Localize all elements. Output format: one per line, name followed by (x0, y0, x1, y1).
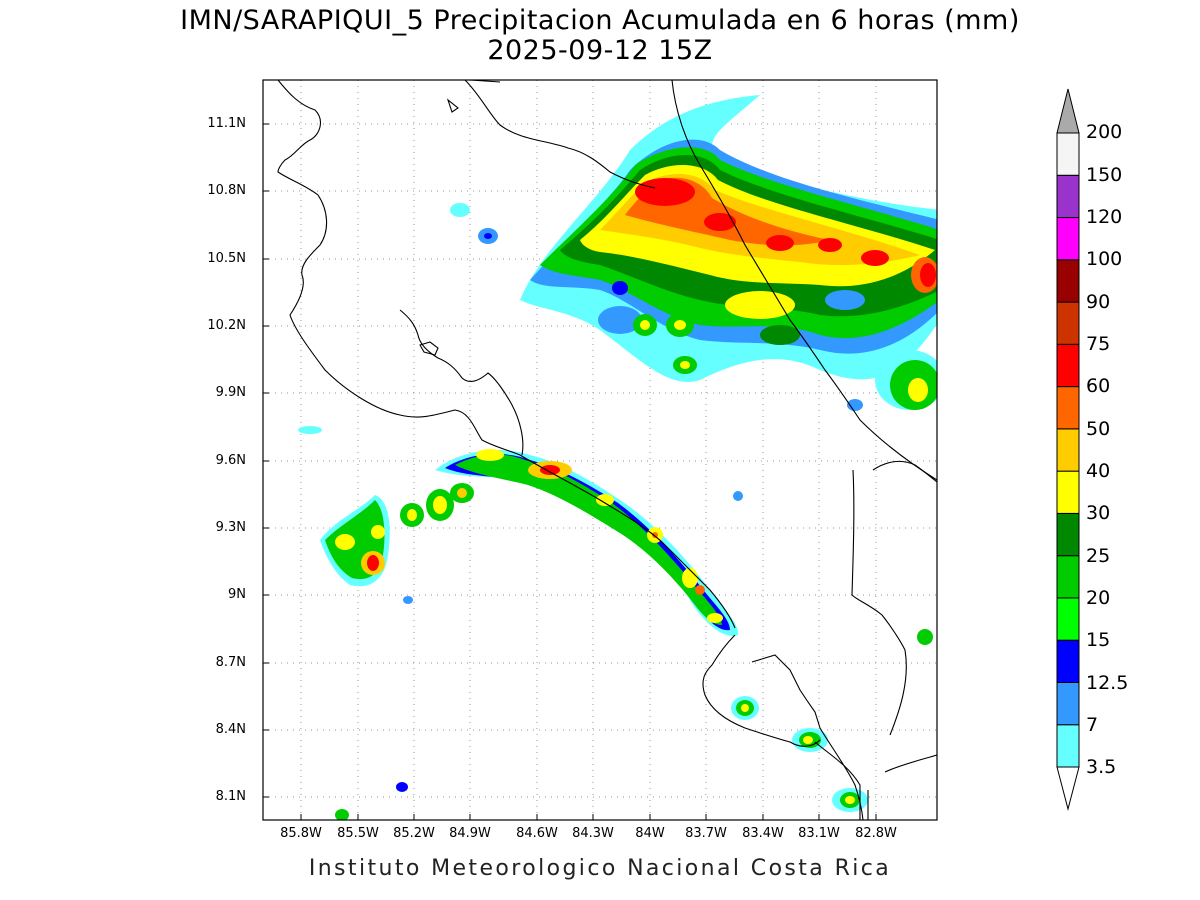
colorbar-label: 40 (1086, 460, 1111, 482)
lon-tick-label: 82.8W (855, 826, 897, 841)
lat-tick-label: 10.2N (207, 318, 246, 333)
colorbar-swatch (1056, 428, 1080, 472)
colorbar-label: 25 (1086, 545, 1111, 567)
lon-tick-label: 83.1W (798, 826, 840, 841)
lat-tick-label: 10.8N (207, 183, 246, 198)
lon-tick-label: 84W (635, 826, 665, 841)
map-frame (262, 79, 938, 821)
colorbar-swatch (1056, 555, 1080, 599)
colorbar-label: 15 (1086, 629, 1111, 651)
graticule (263, 80, 937, 820)
colorbar-label: 30 (1086, 502, 1111, 524)
colorbar-swatch (1056, 343, 1080, 388)
colorbar-label: 7 (1086, 714, 1099, 736)
colorbar-swatch (1056, 301, 1080, 345)
colorbar-swatch (1056, 386, 1080, 430)
colorbar-label: 20 (1086, 587, 1111, 609)
lat-tick-label: 9.6N (215, 453, 246, 468)
lat-tick-label: 9.3N (215, 520, 246, 535)
colorbar-swatch (1056, 470, 1080, 514)
lat-tick-label: 9N (228, 587, 246, 602)
lat-tick-label: 10.5N (207, 251, 246, 266)
lon-tick-label: 85.8W (280, 826, 322, 841)
colorbar-label: 75 (1086, 333, 1111, 355)
colorbar-label: 200 (1086, 121, 1123, 143)
lon-tick-label: 83.4W (742, 826, 784, 841)
colorbar-max-triangle (1056, 88, 1080, 134)
map-subtitle: 2025-09-12 15Z (487, 35, 713, 66)
colorbar-swatch (1056, 132, 1080, 176)
colorbar-label: 50 (1086, 418, 1111, 440)
colorbar-label: 150 (1086, 164, 1123, 186)
colorbar-swatch (1056, 174, 1080, 219)
lon-tick-label: 85.2W (393, 826, 435, 841)
colorbar-label: 12.5 (1086, 672, 1129, 694)
colorbar-swatch (1056, 724, 1080, 768)
precipitation-field (298, 95, 937, 820)
colorbar-label: 120 (1086, 206, 1123, 228)
coastlines (277, 80, 937, 820)
colorbar-min-triangle (1056, 766, 1080, 811)
lon-tick-label: 84.6W (516, 826, 558, 841)
colorbar-swatch (1056, 639, 1080, 683)
footer-credit: Instituto Meteorologico Nacional Costa R… (308, 856, 892, 881)
colorbar-label: 100 (1086, 248, 1123, 270)
colorbar (1056, 88, 1080, 811)
borders (671, 80, 937, 820)
colorbar-swatch (1056, 512, 1080, 557)
lat-tick-label: 9.9N (215, 385, 246, 400)
colorbar-swatch (1056, 217, 1080, 261)
colorbar-swatch (1056, 681, 1080, 726)
colorbar-label: 3.5 (1086, 756, 1117, 778)
lat-tick-label: 8.4N (215, 722, 246, 737)
lat-tick-label: 11.1N (207, 116, 246, 131)
lon-tick-label: 83.7W (685, 826, 727, 841)
lon-tick-label: 84.9W (449, 826, 491, 841)
lat-tick-label: 8.7N (215, 655, 246, 670)
lon-tick-label: 84.3W (572, 826, 614, 841)
colorbar-label: 90 (1086, 291, 1111, 313)
lat-tick-label: 8.1N (215, 789, 246, 804)
map-title: IMN/SARAPIQUI_5 Precipitacion Acumulada … (180, 5, 1020, 36)
colorbar-label: 60 (1086, 375, 1111, 397)
colorbar-swatch (1056, 597, 1080, 641)
lon-tick-label: 85.5W (337, 826, 379, 841)
colorbar-swatch (1056, 259, 1080, 303)
